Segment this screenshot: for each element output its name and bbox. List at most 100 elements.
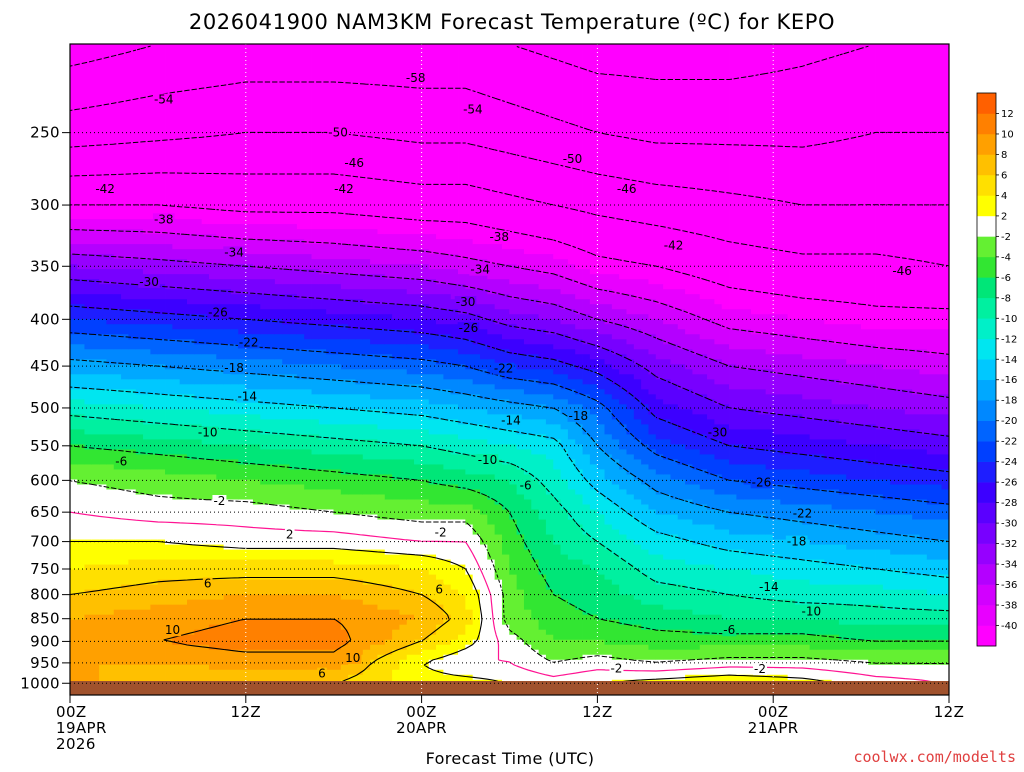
temperature-cell <box>802 379 811 400</box>
temperature-cell <box>179 369 188 385</box>
temperature-cell <box>860 479 869 495</box>
temperature-cell <box>904 389 913 415</box>
temperature-cell <box>904 414 913 430</box>
temperature-cell <box>392 234 400 250</box>
temperature-cell <box>406 644 415 656</box>
temperature-cell <box>853 649 862 661</box>
temperature-cell <box>509 464 518 485</box>
temperature-cell <box>135 469 144 495</box>
temperature-cell <box>99 229 107 245</box>
temperature-cell <box>699 319 708 340</box>
temperature-cell <box>501 249 510 265</box>
temperature-cell <box>663 649 671 661</box>
temperature-cell <box>846 424 854 445</box>
temperature-cell <box>736 309 745 330</box>
temperature-cell <box>267 239 276 255</box>
temperature-cell <box>589 304 598 320</box>
temperature-cell <box>802 559 811 581</box>
temperature-cell <box>868 584 876 606</box>
colorbar-swatch <box>977 461 996 483</box>
temperature-cell <box>575 424 583 445</box>
temperature-cell <box>604 524 613 550</box>
temperature-cell <box>868 384 876 410</box>
temperature-cell <box>743 554 752 570</box>
temperature-cell <box>99 244 107 255</box>
temperature-cell <box>458 364 466 380</box>
temperature-cell <box>626 494 635 515</box>
temperature-cell <box>450 564 459 591</box>
temperature-cell <box>267 559 276 581</box>
temperature-cell <box>523 299 532 315</box>
temperature-cell <box>458 394 466 410</box>
temperature-cell <box>428 574 437 601</box>
temperature-cell <box>516 44 525 250</box>
temperature-cell <box>274 504 283 550</box>
temperature-cell <box>604 349 613 365</box>
temperature-cell <box>267 419 276 435</box>
temperature-cell <box>531 369 539 380</box>
temperature-cell <box>685 484 693 500</box>
contour-label-text: -46 <box>617 182 637 196</box>
temperature-cell <box>70 294 78 305</box>
temperature-cell <box>860 529 869 550</box>
temperature-cell <box>648 509 657 530</box>
temperature-cell <box>721 309 730 330</box>
temperature-cell <box>472 509 481 535</box>
temperature-cell <box>304 379 312 390</box>
temperature-cell <box>77 304 85 320</box>
temperature-cell <box>575 494 583 525</box>
temperature-cell <box>824 379 832 400</box>
temperature-cell <box>77 389 85 400</box>
temperature-cell <box>121 259 129 270</box>
temperature-cell <box>641 464 649 485</box>
temperature-cell <box>245 399 254 415</box>
temperature-cell <box>736 444 745 465</box>
temperature-cell <box>692 434 701 450</box>
temperature-cell <box>260 484 268 505</box>
temperature-cell <box>165 379 173 395</box>
temperature-cell <box>77 334 85 345</box>
temperature-cell <box>516 314 525 330</box>
contour-label-text: -2 <box>435 525 447 539</box>
temperature-cell <box>245 264 254 280</box>
temperature-cell <box>626 359 635 375</box>
temperature-cell <box>619 294 627 310</box>
contour-label-bg <box>457 322 480 335</box>
temperature-cell <box>941 624 949 641</box>
temperature-cell <box>897 44 906 330</box>
contour-label-bg <box>722 624 737 637</box>
temperature-cell <box>260 419 268 435</box>
temperature-cell <box>128 389 137 405</box>
temperature-cell <box>575 299 583 315</box>
temperature-cell <box>626 44 635 280</box>
temperature-cell <box>494 414 503 430</box>
temperature-cell <box>868 344 876 365</box>
temperature-cell <box>187 314 195 330</box>
contour-label-bg <box>500 414 522 427</box>
temperature-cell <box>685 629 693 651</box>
temperature-cell <box>487 279 496 295</box>
temperature-cell <box>941 454 949 470</box>
temperature-cell <box>99 359 107 375</box>
temperature-cell <box>165 439 173 455</box>
temperature-cell <box>523 419 532 435</box>
temperature-cell <box>128 609 137 666</box>
temperature-cell <box>187 499 195 545</box>
colorbar-swatch <box>977 236 996 258</box>
temperature-cell <box>641 299 649 315</box>
temperature-cell <box>201 224 210 235</box>
temperature-cell <box>260 294 268 310</box>
temperature-cell <box>736 329 745 350</box>
temperature-cell <box>370 384 378 400</box>
temperature-cell <box>773 634 781 646</box>
contour-label-bg <box>785 535 808 548</box>
temperature-cell <box>99 404 107 420</box>
temperature-cell <box>626 659 635 681</box>
temperature-cell <box>282 484 290 505</box>
temperature-cell <box>875 429 884 445</box>
temperature-cell <box>384 564 393 586</box>
temperature-cell <box>670 649 679 661</box>
temperature-cell <box>260 224 268 240</box>
temperature-cell <box>252 294 261 305</box>
temperature-cell <box>729 644 737 661</box>
